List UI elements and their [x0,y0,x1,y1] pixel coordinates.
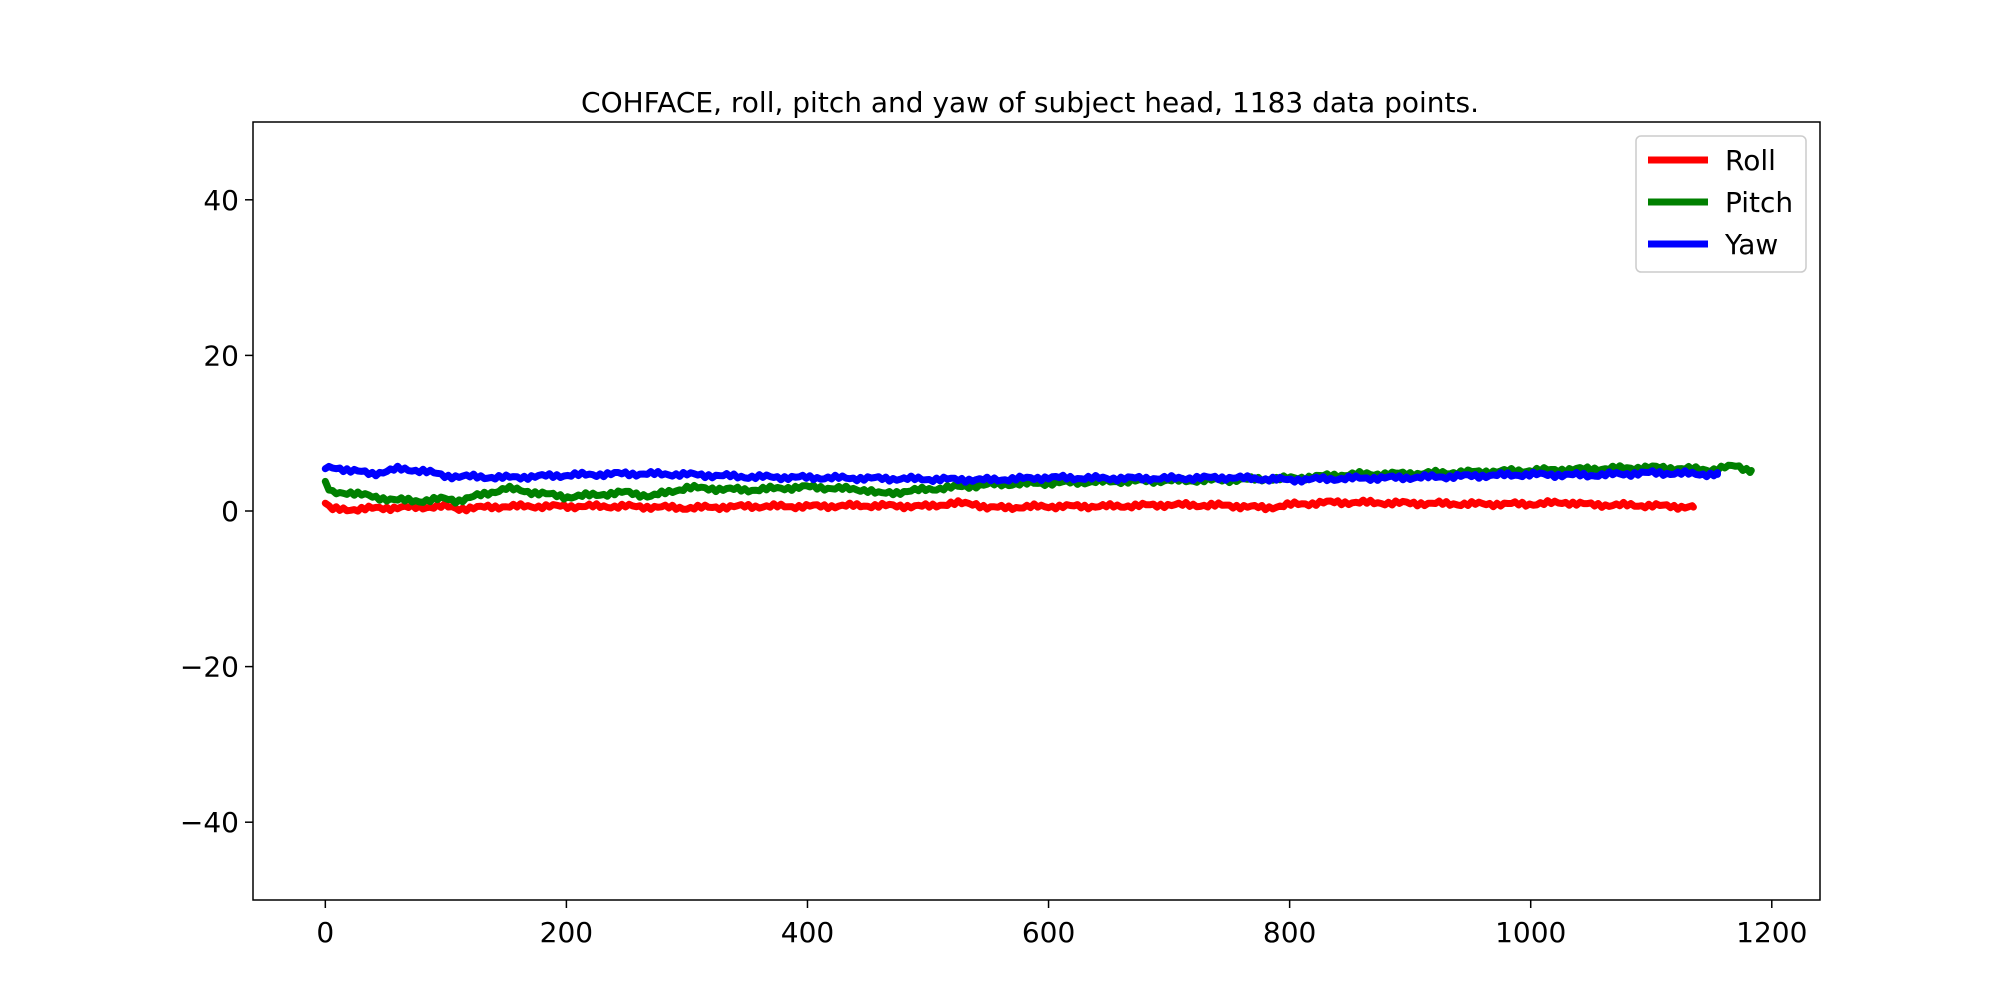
legend: Roll Pitch Yaw [1635,135,1807,273]
x-tick-label: 200 [540,916,593,949]
x-tick-label: 400 [781,916,834,949]
x-tick-label: 800 [1263,916,1316,949]
y-tick-label: 0 [221,495,239,528]
x-tick-label: 0 [316,916,334,949]
x-tick-label: 600 [1022,916,1075,949]
legend-label: Pitch [1725,186,1793,219]
x-tick-label: 1200 [1736,916,1807,949]
chart-title: COHFACE, roll, pitch and yaw of subject … [581,86,1479,119]
y-tick-label: 20 [203,339,239,372]
series-line-yaw [321,462,1721,486]
x-axis: 0 200 400 600 800 1000 1200 [316,900,1807,949]
legend-box [1635,135,1807,273]
y-axis: −40 −20 0 20 40 [180,184,253,839]
y-tick-label: −40 [180,806,239,839]
legend-label: Roll [1725,144,1776,177]
y-tick-label: −20 [180,651,239,684]
plot-area [321,461,1755,515]
series-line-roll [321,496,1697,515]
y-tick-label: 40 [203,184,239,217]
x-tick-label: 1000 [1495,916,1566,949]
legend-label: Yaw [1724,228,1778,261]
